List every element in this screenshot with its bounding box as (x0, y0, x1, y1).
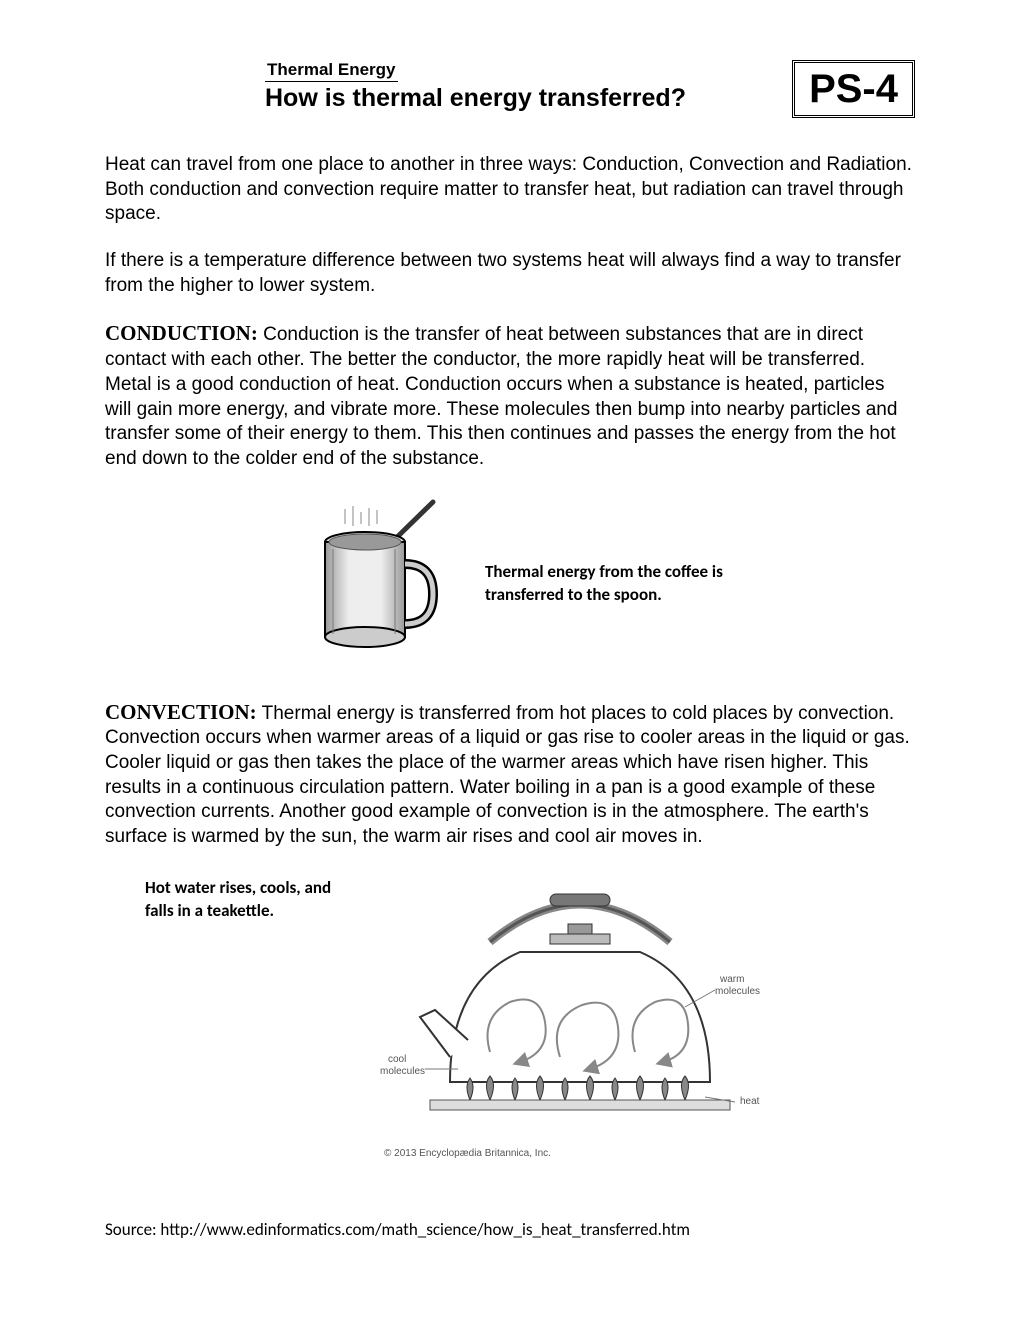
convection-paragraph: CONVECTION: Thermal energy is transferre… (105, 699, 915, 850)
convection-figure: Hot water rises, cools, and falls in a t… (145, 872, 915, 1159)
header: Thermal Energy How is thermal energy tra… (105, 60, 915, 118)
source-line: Source: http://www.edinformatics.com/mat… (105, 1219, 915, 1240)
page-title: How is thermal energy transferred? (265, 84, 780, 113)
conduction-head: CONDUCTION: (105, 321, 258, 345)
conduction-figure: Thermal energy from the coffee is transf… (105, 494, 915, 674)
conduction-caption: Thermal energy from the coffee is transf… (485, 561, 725, 607)
page: Thermal Energy How is thermal energy tra… (0, 0, 1020, 1280)
heat-label: heat (740, 1096, 760, 1107)
intro-paragraph-2: If there is a temperature difference bet… (105, 249, 915, 298)
conduction-text: Conduction is the transfer of heat betwe… (105, 324, 897, 468)
convection-caption: Hot water rises, cools, and falls in a t… (145, 872, 355, 923)
conduction-paragraph: CONDUCTION: Conduction is the transfer o… (105, 320, 915, 471)
copyright-text: © 2013 Encyclopædia Britannica, Inc. (384, 1148, 551, 1159)
intro-paragraph-1: Heat can travel from one place to anothe… (105, 153, 915, 227)
cool-label: cool (388, 1054, 406, 1065)
warm-label: warm (719, 974, 744, 985)
kettle-wrap: warm molecules cool molecules heat © 201… (380, 872, 780, 1159)
kettle-icon: warm molecules cool molecules heat (380, 872, 780, 1142)
convection-head: CONVECTION: (105, 700, 257, 724)
cool-label-2: molecules (380, 1066, 425, 1077)
mug-icon (295, 494, 455, 674)
topic-label: Thermal Energy (265, 60, 398, 82)
warm-label-2: molecules (715, 986, 760, 997)
header-left: Thermal Energy How is thermal energy tra… (105, 60, 780, 113)
code-box: PS-4 (792, 60, 915, 118)
convection-text: Thermal energy is transferred from hot p… (105, 703, 910, 847)
